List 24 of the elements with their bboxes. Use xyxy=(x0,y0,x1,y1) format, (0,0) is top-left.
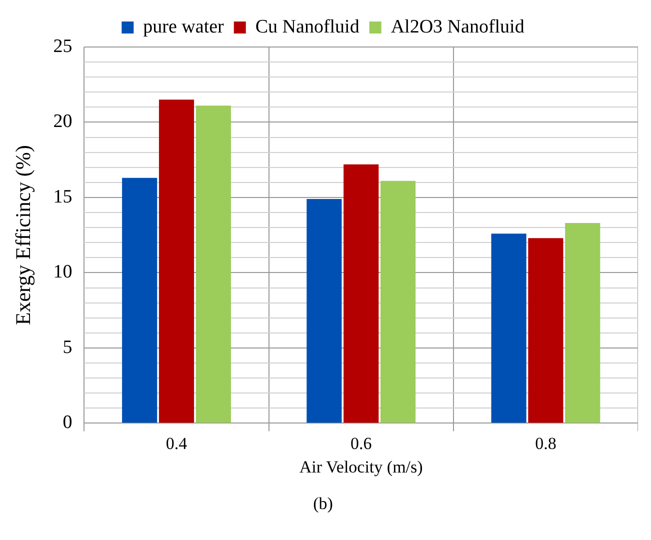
bar xyxy=(565,223,600,423)
y-tick-label: 25 xyxy=(53,36,72,57)
bar xyxy=(122,178,158,423)
bar xyxy=(344,164,379,423)
bar xyxy=(380,180,416,423)
bar xyxy=(306,198,342,423)
bar xyxy=(158,100,194,423)
y-tick-label: 10 xyxy=(53,262,72,283)
y-tick-label: 15 xyxy=(53,186,72,208)
x-tick-label: 0.6 xyxy=(350,434,372,453)
text: (b) xyxy=(312,494,334,514)
y-axis-title: Exergy Efficincy (%) xyxy=(11,145,36,326)
bar xyxy=(491,234,526,423)
y-tick-label: 20 xyxy=(53,111,72,132)
legend-label: Cu Nanofluid xyxy=(255,16,360,38)
bar xyxy=(196,106,231,423)
bar xyxy=(528,238,564,423)
x-tick-label: 0.4 xyxy=(166,434,188,453)
x-tick-label: 0.8 xyxy=(535,434,556,453)
y-tick-label: 5 xyxy=(62,336,72,358)
x-axis-title: Air Velocity (m/s) xyxy=(299,457,423,476)
legend-label: pure water xyxy=(143,16,225,38)
legend-label: Al2O3 Nanofluid xyxy=(390,16,525,38)
y-tick-label: 0 xyxy=(62,412,72,434)
